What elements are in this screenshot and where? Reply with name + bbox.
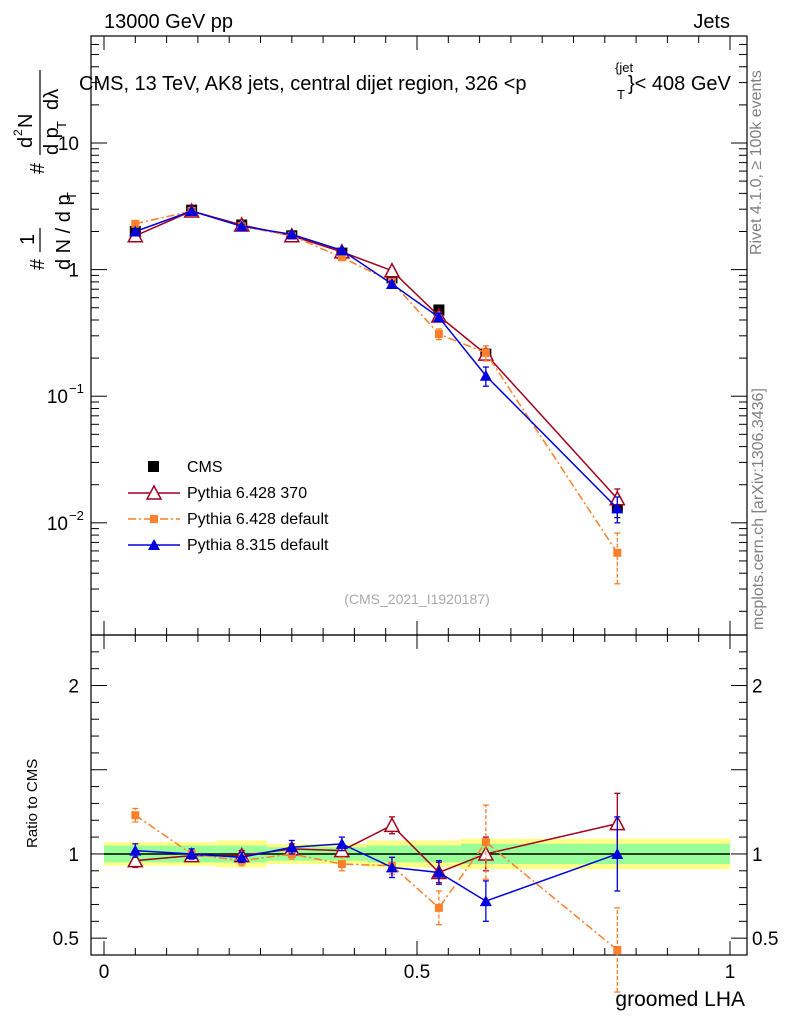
data-point-p8 — [432, 311, 445, 323]
ratio-point-p6-default — [613, 945, 622, 954]
ratio-series-p6-370 — [127, 792, 626, 884]
side-rivet: Rivet 4.1.0, ≥ 100k events — [748, 70, 765, 255]
ylabel-one: 1 — [17, 234, 39, 245]
ylabel-d2n-rest: N — [15, 114, 37, 128]
data-point-p6-default — [434, 330, 443, 339]
legend-marker-p6-default — [150, 515, 158, 523]
ratio-point-p8 — [479, 895, 492, 907]
ratio-y-tick-label-right: 2 — [752, 677, 763, 698]
ratio-point-p8 — [285, 841, 298, 853]
data-point-p8 — [235, 220, 248, 232]
plot-title-sub: T — [617, 87, 625, 102]
ylabel-dptdl-sub: T — [54, 121, 69, 129]
ratio-point-p8 — [385, 861, 398, 873]
x-axis-label: groomed LHA — [615, 988, 745, 1011]
legend-marker-p6-370 — [145, 484, 163, 500]
y-tick-label-base: 10 — [58, 134, 79, 155]
ratio-ylabel: Ratio to CMS — [24, 759, 41, 848]
y-tick-label-base: 1 — [68, 261, 79, 282]
plot-title-main: CMS, 13 TeV, AK8 jets, central dijet reg… — [79, 73, 527, 95]
legend-marker-p8 — [148, 539, 160, 550]
ylabel-dndpt: d N / d p — [53, 194, 75, 270]
watermark: (CMS_2021_I1920187) — [344, 591, 490, 607]
ratio-point-p8 — [235, 851, 248, 863]
ratio-y-tick-label-right: 0.5 — [752, 929, 778, 950]
ratio-point-p6-default — [337, 860, 346, 869]
ratio-y-tick-label-left: 0.5 — [53, 929, 79, 950]
y-tick-label-group: 10 −1 — [47, 381, 84, 408]
data-point-p8 — [285, 228, 298, 240]
ratio-y-tick-label-right: 1 — [752, 845, 763, 866]
legend-label-p8: Pythia 8.315 default — [187, 537, 329, 554]
ylabel-dptdl: d p — [41, 127, 63, 155]
data-point-p8 — [129, 225, 142, 237]
ylabel-dndpt-sub: T — [64, 192, 79, 200]
header-right: Jets — [693, 11, 730, 33]
ratio-point-p6-370 — [127, 852, 144, 868]
ratio-y-tick-label-left: 2 — [68, 677, 79, 698]
y-tick-label-group: 10 −2 — [47, 508, 84, 535]
ratio-point-p6-default — [434, 903, 443, 912]
header-left: 13000 GeV pp — [104, 11, 233, 33]
y-tick-label-group: 10 — [58, 134, 79, 155]
data-point-p6-370 — [383, 262, 401, 278]
ratio-series-p8 — [129, 816, 624, 922]
data-point-p8 — [479, 369, 492, 381]
plot-title-end: }< 408 GeV — [628, 73, 732, 95]
ylabel-hash2: # — [27, 162, 49, 174]
plot-title: CMS, 13 TeV, AK8 jets, central dijet reg… — [79, 60, 732, 102]
y-tick-label-base: 10 — [47, 387, 68, 408]
y-tick-label-group: 1 — [68, 261, 79, 282]
ratio-point-p8 — [185, 847, 198, 859]
ratio-y-tick-label-left: 1 — [68, 845, 79, 866]
plot-title-sup: {jet — [615, 60, 633, 75]
legend-entry-cms: CMS — [148, 459, 223, 476]
ylabel-hash1: # — [27, 258, 49, 270]
legend-label-p6-370: Pythia 6.428 370 — [187, 485, 307, 502]
y-tick-label-base: 10 — [47, 514, 68, 535]
data-point-p6-default — [131, 219, 140, 228]
legend-marker-cms — [148, 461, 159, 472]
x-tick-label: 0 — [99, 962, 110, 983]
x-tick-label: 0.5 — [404, 962, 430, 983]
ratio-line-p6-default — [134, 814, 618, 951]
series-line-p6-370 — [134, 210, 618, 500]
data-point-p8 — [185, 205, 198, 217]
ratio-point-p8 — [335, 837, 348, 849]
y-tick-label-exp: −1 — [69, 381, 84, 396]
data-point-p6-default — [613, 548, 622, 557]
y-tick-label-exp: −2 — [69, 508, 84, 523]
data-point-p6-default — [337, 253, 346, 262]
legend-entry-p6-default: Pythia 6.428 default — [128, 511, 329, 528]
ylabel-dl: dλ — [41, 89, 63, 110]
ratio-point-p6-370 — [383, 816, 401, 833]
legend-entry-p6-370: Pythia 6.428 370 — [128, 484, 307, 502]
ratio-point-p6-default — [131, 811, 140, 820]
side-mcplots: mcplots.cern.ch [arXiv:1306.3436] — [750, 388, 767, 630]
ratio-point-p8 — [611, 847, 624, 859]
ratio-frame — [90, 634, 748, 956]
legend: CMS Pythia 6.428 370 Pythia 6.428 defaul… — [128, 459, 329, 554]
ratio-point-p8 — [432, 866, 445, 878]
legend-label-p6-default: Pythia 6.428 default — [187, 511, 329, 528]
legend-entry-p8: Pythia 8.315 default — [128, 537, 329, 554]
ylabel-d2n: d — [15, 137, 37, 148]
data-point-p8 — [385, 277, 398, 289]
data-point-p8 — [335, 244, 348, 256]
ratio-point-p8 — [129, 844, 142, 856]
legend-label-cms: CMS — [187, 459, 223, 476]
ylabel-d2n-sup: 2 — [11, 129, 25, 136]
main-ylabel: # 1 . . d N / d p T # d 2 N d p T dλ — [11, 70, 79, 270]
ratio-point-p6-default — [481, 838, 490, 847]
data-point-p6-default — [481, 348, 490, 357]
series-p8 — [129, 205, 624, 524]
data-point-p8 — [611, 502, 624, 514]
x-tick-label: 1 — [725, 962, 736, 983]
